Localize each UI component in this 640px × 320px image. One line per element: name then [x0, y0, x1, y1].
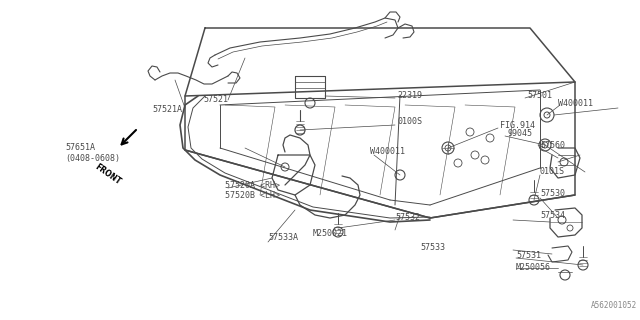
Text: 57533A: 57533A	[268, 234, 298, 243]
Text: 57531: 57531	[516, 251, 541, 260]
Text: A562001052: A562001052	[591, 301, 637, 310]
Text: FIG.914: FIG.914	[500, 121, 535, 130]
Text: 57534: 57534	[540, 211, 565, 220]
Text: 0100S: 0100S	[397, 117, 422, 126]
Text: FRONT: FRONT	[93, 162, 123, 186]
Text: 57560: 57560	[540, 140, 565, 149]
Text: 57651A: 57651A	[65, 143, 95, 153]
Text: 0101S: 0101S	[540, 166, 565, 175]
Text: 57532: 57532	[395, 213, 420, 222]
Text: 57521: 57521	[203, 95, 228, 105]
Text: (0408-0608): (0408-0608)	[65, 154, 120, 163]
Text: 57520B <LH>: 57520B <LH>	[225, 190, 280, 199]
Text: W400011: W400011	[558, 100, 593, 108]
Text: M250021: M250021	[313, 229, 348, 238]
Text: W400011: W400011	[370, 148, 405, 156]
Text: 99045: 99045	[507, 129, 532, 138]
Text: 57520A <RH>: 57520A <RH>	[225, 180, 280, 189]
Text: 57533: 57533	[420, 244, 445, 252]
Text: 57521A: 57521A	[152, 106, 182, 115]
Text: 57530: 57530	[540, 188, 565, 197]
Text: M250056: M250056	[516, 263, 551, 273]
Text: 22319: 22319	[397, 92, 422, 100]
Text: 57501: 57501	[527, 92, 552, 100]
